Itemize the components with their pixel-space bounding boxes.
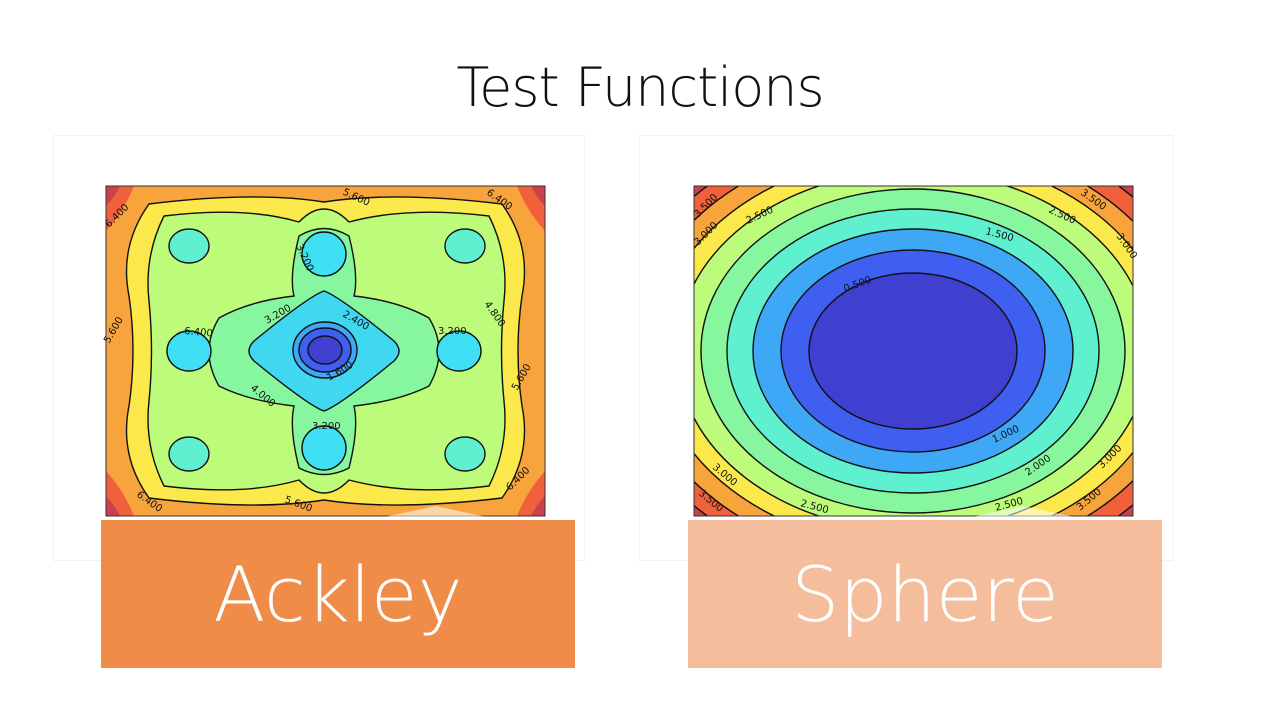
ackley-contour-label: 6.400	[184, 326, 213, 339]
ackley-contour-plot: 6.400 5.600 6.400 5.600 4.800 5.600 3.20…	[54, 136, 584, 560]
sphere-contour-plot: 3.500 2.500 3.500 2.500 3.000 1.500 3.00…	[640, 136, 1172, 560]
slide-title: Test Functions	[456, 56, 824, 119]
sphere-caption-box: Sphere	[688, 520, 1162, 668]
ackley-callout-notch	[370, 506, 500, 520]
sphere-contour-svg: 3.500 2.500 3.500 2.500 3.000 1.500 3.00…	[692, 185, 1139, 517]
ackley-contour-label: 3.200	[312, 421, 341, 432]
sphere-caption-label: Sphere	[791, 549, 1059, 639]
ackley-caption-box: Ackley	[101, 520, 575, 668]
ackley-contour-svg: 6.400 5.600 6.400 5.600 4.800 5.600 3.20…	[102, 185, 546, 517]
sphere-callout-notch	[958, 506, 1088, 520]
ackley-caption-label: Ackley	[213, 549, 463, 639]
ackley-contour-label: 3.200	[438, 326, 467, 337]
